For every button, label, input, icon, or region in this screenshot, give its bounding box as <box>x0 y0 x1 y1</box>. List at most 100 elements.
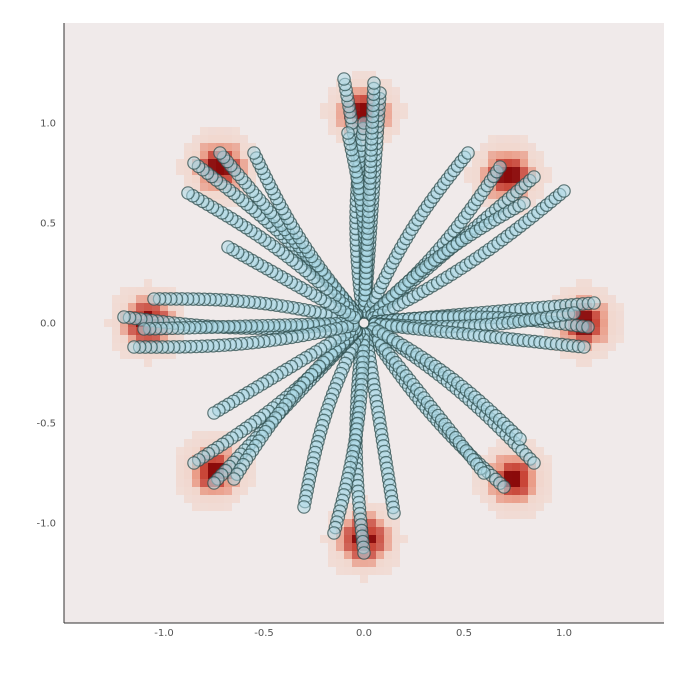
density-cell <box>328 559 336 567</box>
density-cell <box>496 511 504 519</box>
density-cell <box>344 527 352 535</box>
density-cell <box>568 335 576 343</box>
density-cell <box>528 495 536 503</box>
density-cell <box>512 143 520 151</box>
density-cell <box>112 319 120 327</box>
density-cell <box>512 175 520 183</box>
density-cell <box>504 175 512 183</box>
density-cell <box>240 167 248 175</box>
density-cell <box>176 479 184 487</box>
density-cell <box>328 551 336 559</box>
density-cell <box>384 535 392 543</box>
density-cell <box>216 495 224 503</box>
density-cell <box>232 487 240 495</box>
density-cell <box>472 167 480 175</box>
density-cell <box>392 119 400 127</box>
density-cell <box>336 559 344 567</box>
density-cell <box>392 519 400 527</box>
density-cell <box>472 479 480 487</box>
density-cell <box>128 303 136 311</box>
density-cell <box>384 79 392 87</box>
data-point <box>387 506 401 520</box>
density-cell <box>136 287 144 295</box>
density-cell <box>504 183 512 191</box>
data-point <box>187 156 201 170</box>
density-cell <box>576 279 584 287</box>
density-cell <box>584 335 592 343</box>
density-cell <box>224 127 232 135</box>
density-cell <box>608 343 616 351</box>
density-cell <box>544 471 552 479</box>
density-cell <box>200 431 208 439</box>
density-cell <box>360 71 368 79</box>
data-point <box>527 456 541 470</box>
density-cell <box>592 311 600 319</box>
density-cell <box>352 103 360 111</box>
data-point <box>341 126 355 140</box>
density-cell <box>384 543 392 551</box>
density-cell <box>376 551 384 559</box>
density-cell <box>240 159 248 167</box>
density-cell <box>392 543 400 551</box>
density-cell <box>184 175 192 183</box>
density-cell <box>496 191 504 199</box>
density-cell <box>544 167 552 175</box>
density-cell <box>128 295 136 303</box>
density-cell <box>368 527 376 535</box>
density-cell <box>184 455 192 463</box>
density-cell <box>208 495 216 503</box>
density-cell <box>136 351 144 359</box>
x-tick-label: -1.0 <box>154 628 174 639</box>
density-cell <box>216 135 224 143</box>
density-cell <box>512 167 520 175</box>
density-cell <box>536 191 544 199</box>
density-cell <box>240 151 248 159</box>
density-cell <box>120 327 128 335</box>
density-cell <box>224 143 232 151</box>
data-point <box>461 146 475 160</box>
density-cell <box>224 479 232 487</box>
density-cell <box>488 447 496 455</box>
density-cell <box>512 455 520 463</box>
density-cell <box>120 343 128 351</box>
density-cell <box>120 303 128 311</box>
density-cell <box>144 351 152 359</box>
density-cell <box>384 559 392 567</box>
density-cell <box>600 335 608 343</box>
density-cell <box>336 111 344 119</box>
density-cell <box>528 143 536 151</box>
density-cell <box>160 311 168 319</box>
density-cell <box>536 495 544 503</box>
density-cell <box>208 487 216 495</box>
density-cell <box>320 111 328 119</box>
density-cell <box>200 471 208 479</box>
density-cell <box>384 95 392 103</box>
density-cell <box>536 455 544 463</box>
density-cell <box>512 159 520 167</box>
density-cell <box>240 487 248 495</box>
density-cell <box>480 143 488 151</box>
density-cell <box>392 535 400 543</box>
density-cell <box>536 487 544 495</box>
density-cell <box>240 479 248 487</box>
density-cell <box>608 303 616 311</box>
density-cell <box>520 479 528 487</box>
density-cell <box>168 351 176 359</box>
density-cell <box>592 343 600 351</box>
density-cell <box>200 143 208 151</box>
density-cell <box>376 511 384 519</box>
density-cell <box>392 103 400 111</box>
density-cell <box>496 151 504 159</box>
density-cell <box>472 175 480 183</box>
density-cell <box>544 463 552 471</box>
density-cell <box>528 191 536 199</box>
density-cell <box>232 127 240 135</box>
density-cell <box>480 199 488 207</box>
density-cell <box>584 279 592 287</box>
density-cell <box>496 455 504 463</box>
data-point <box>187 456 201 470</box>
density-cell <box>536 183 544 191</box>
density-cell <box>376 567 384 575</box>
density-cell <box>248 167 256 175</box>
density-cell <box>496 135 504 143</box>
